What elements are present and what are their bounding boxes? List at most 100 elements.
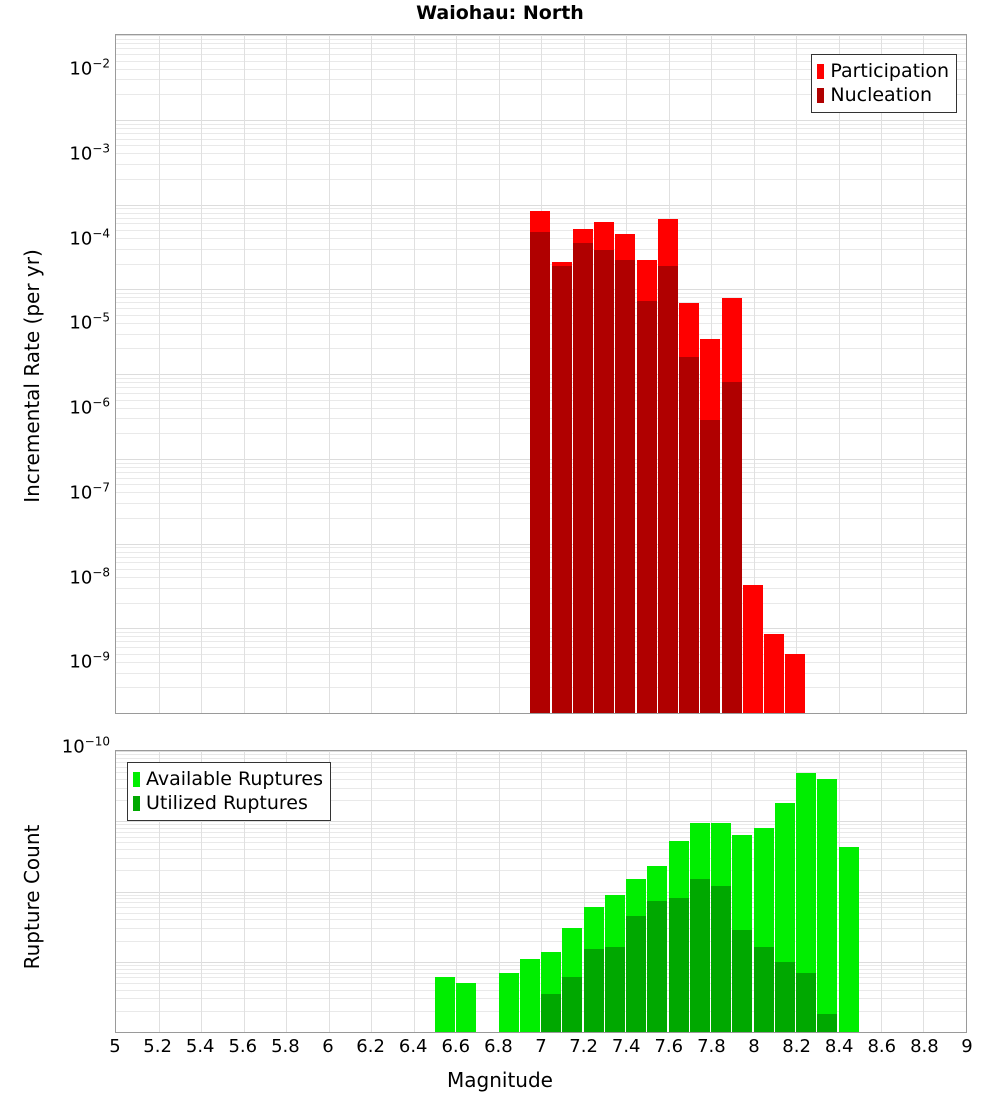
bar: [636, 35, 657, 713]
rupture-count-plot: Available Ruptures Utilized Ruptures: [115, 750, 967, 1033]
bar-segment-participation: [764, 634, 785, 713]
legend-swatch-icon: [133, 795, 140, 811]
gridline-vertical: [456, 35, 457, 713]
bar: [456, 751, 477, 1032]
bar: [721, 35, 742, 713]
gridline-vertical: [286, 751, 287, 1032]
bar-segment-utilized: [711, 885, 732, 1032]
incremental-rate-plot: Participation Nucleation: [115, 34, 967, 714]
x-axis-tick-label: 7.4: [611, 1036, 641, 1057]
x-axis-tick-label: 8.4: [824, 1036, 854, 1057]
bar: [647, 751, 668, 1032]
bar-segment-nucleation: [636, 300, 657, 713]
gridline-vertical: [796, 35, 797, 713]
bar-segment-nucleation: [721, 382, 742, 713]
bar: [572, 35, 593, 713]
x-axis-tick-label: 6.8: [484, 1036, 513, 1057]
bar-segment-utilized: [817, 1014, 838, 1032]
rupture-count-legend-item: Available Ruptures: [133, 767, 323, 791]
gridline-vertical: [414, 35, 415, 713]
incremental-rate-y-axis-title: Incremental Rate (per yr): [20, 249, 44, 503]
bar-segment-utilized: [796, 972, 817, 1032]
bar: [753, 751, 774, 1032]
gridline-vertical: [414, 751, 415, 1032]
x-axis-tick-label: 5.6: [228, 1036, 258, 1057]
gridline-vertical: [754, 35, 755, 713]
y-axis-tick-label: 10−9: [69, 649, 110, 673]
bar-segment-utilized: [583, 949, 604, 1032]
bar-segment-utilized: [668, 898, 689, 1032]
bar-segment-utilized: [774, 961, 795, 1032]
bar: [711, 751, 732, 1032]
page-title: Waiohau: North: [416, 2, 584, 24]
legend-label: Participation: [830, 59, 949, 82]
x-axis-tick-label: 5.8: [271, 1036, 300, 1057]
bar-segment-nucleation: [594, 250, 615, 713]
x-axis-tick-label: 8.6: [867, 1036, 897, 1057]
bar-segment-nucleation: [657, 265, 678, 713]
incremental-rate-y-axis: 10−2 10−3 10−4 10−5 10−6 10−7 10−8 10−9 10−10: [0, 34, 110, 758]
x-axis-tick-label: 7.8: [697, 1036, 726, 1057]
bar-segment-available: [434, 977, 455, 1032]
x-axis-tick-label: 6.4: [398, 1036, 428, 1057]
gridline-vertical: [541, 751, 542, 1032]
x-axis-tick-label: 8: [748, 1036, 760, 1057]
x-axis-tick-label: 8.2: [782, 1036, 811, 1057]
x-axis-tick-label: 5.4: [185, 1036, 215, 1057]
bar-segment-utilized: [604, 947, 625, 1032]
bar-segment-utilized: [732, 930, 753, 1032]
y-axis-tick-label: 10−3: [69, 141, 110, 165]
x-axis-tick-label: 6.6: [441, 1036, 471, 1057]
bar: [679, 35, 700, 713]
x-axis-tick-label: 6: [322, 1036, 334, 1057]
gridline-vertical: [499, 35, 500, 713]
legend-label: Available Ruptures: [146, 767, 323, 790]
gridline-vertical: [839, 35, 840, 713]
bar-segment-participation: [742, 585, 763, 713]
bar: [498, 751, 519, 1032]
y-axis-tick-label: 10−10: [61, 734, 110, 758]
x-axis-tick-label: 8.8: [910, 1036, 939, 1057]
bar-segment-nucleation: [530, 232, 551, 713]
bar-segment-available: [796, 772, 817, 1032]
y-axis-tick-label: 10−8: [69, 565, 110, 588]
bar: [732, 751, 753, 1032]
legend-label: Utilized Ruptures: [146, 791, 308, 814]
bar-segment-utilized: [626, 915, 647, 1032]
gridline-vertical: [923, 35, 924, 713]
y-axis-tick-label: 10−4: [69, 226, 110, 249]
y-axis-tick-label: 10−6: [69, 395, 110, 419]
bar: [541, 751, 562, 1032]
bar-segment-utilized: [541, 993, 562, 1032]
bar: [626, 751, 647, 1032]
gridline-vertical: [923, 751, 924, 1032]
bar-segment-nucleation: [615, 260, 636, 713]
gridline-vertical: [201, 35, 202, 713]
bar: [742, 35, 763, 713]
incremental-rate-legend: Participation Nucleation: [811, 54, 957, 113]
y-axis-tick-label: 10−5: [69, 310, 110, 334]
bar: [774, 751, 795, 1032]
x-axis-tick-label: 5.2: [143, 1036, 172, 1057]
x-axis-title: Magnitude: [447, 1068, 553, 1092]
bar: [838, 751, 859, 1032]
bar-segment-utilized: [689, 879, 710, 1032]
gridline-vertical: [881, 751, 882, 1032]
bar-segment-nucleation: [700, 419, 721, 713]
rupture-count-y-axis-title: Rupture Count: [20, 824, 44, 970]
gridline-vertical: [456, 751, 457, 1032]
rupture-count-plot-area: [116, 751, 966, 1032]
bar: [668, 751, 689, 1032]
y-axis-tick-label: 10−7: [69, 480, 110, 504]
legend-swatch-icon: [817, 87, 825, 103]
bar: [434, 751, 455, 1032]
gridline-vertical: [286, 35, 287, 713]
bar: [562, 751, 583, 1032]
x-axis-tick-label: 9: [961, 1036, 973, 1057]
gridline-vertical: [584, 751, 585, 1032]
bar-segment-participation: [785, 653, 806, 713]
y-axis-tick-label: 10−2: [69, 56, 110, 80]
incremental-rate-plot-area: [116, 35, 966, 713]
bar: [764, 35, 785, 713]
bar-segment-nucleation: [551, 265, 572, 713]
